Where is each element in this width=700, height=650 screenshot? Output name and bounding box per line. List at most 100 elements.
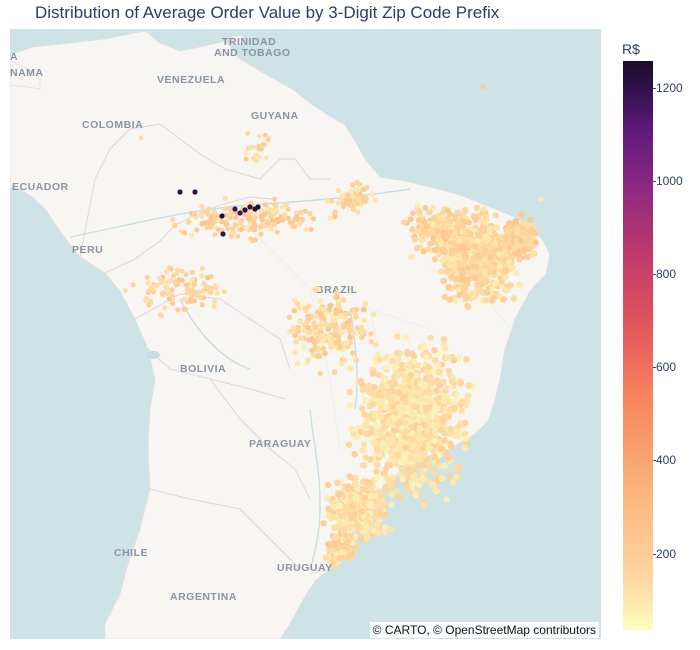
zip-point[interactable]: [345, 441, 353, 448]
zip-point[interactable]: [374, 446, 381, 454]
zip-point[interactable]: [222, 195, 228, 201]
zip-point[interactable]: [402, 398, 410, 406]
zip-point[interactable]: [391, 364, 399, 372]
zip-point[interactable]: [184, 289, 190, 295]
zip-point[interactable]: [338, 313, 345, 319]
zip-point[interactable]: [397, 370, 404, 377]
zip-point[interactable]: [233, 214, 239, 221]
zip-point[interactable]: [404, 408, 411, 415]
zip-point[interactable]: [302, 305, 309, 312]
zip-point[interactable]: [331, 369, 338, 376]
zip-point[interactable]: [440, 416, 447, 423]
zip-point[interactable]: [342, 506, 349, 513]
zip-point[interactable]: [393, 487, 401, 495]
zip-point[interactable]: [265, 137, 271, 142]
zip-point[interactable]: [399, 475, 406, 483]
zip-point[interactable]: [474, 252, 481, 259]
zip-point[interactable]: [294, 360, 301, 367]
zip-point[interactable]: [305, 356, 312, 363]
zip-point[interactable]: [372, 197, 378, 203]
zip-point[interactable]: [462, 435, 469, 443]
zip-point[interactable]: [312, 344, 319, 351]
zip-point[interactable]: [454, 221, 461, 228]
zip-point[interactable]: [502, 233, 509, 241]
zip-point[interactable]: [401, 419, 408, 427]
zip-point[interactable]: [394, 333, 401, 340]
zip-point[interactable]: [372, 511, 380, 519]
zip-point[interactable]: [168, 277, 174, 283]
zip-point[interactable]: [339, 329, 345, 336]
zip-point[interactable]: [211, 209, 217, 215]
zip-point[interactable]: [279, 204, 285, 210]
zip-point[interactable]: [426, 390, 433, 397]
zip-point[interactable]: [431, 347, 438, 354]
zip-point[interactable]: [449, 479, 457, 486]
zip-point[interactable]: [468, 237, 476, 244]
zip-point[interactable]: [340, 324, 347, 330]
zip-point[interactable]: [319, 332, 326, 339]
zip-point[interactable]: [286, 314, 293, 321]
zip-point[interactable]: [158, 312, 164, 318]
zip-point[interactable]: [292, 349, 299, 356]
zip-point[interactable]: [353, 434, 360, 441]
zip-point[interactable]: [325, 505, 332, 513]
zip-point[interactable]: [338, 360, 345, 367]
zip-point[interactable]: [374, 461, 381, 468]
zip-point[interactable]: [179, 268, 185, 274]
zip-point[interactable]: [143, 297, 149, 303]
zip-point[interactable]: [412, 393, 420, 400]
zip-point[interactable]: [168, 266, 174, 272]
zip-point[interactable]: [404, 348, 411, 356]
zip-point[interactable]: [252, 214, 258, 221]
zip-point[interactable]: [514, 250, 521, 257]
zip-point[interactable]: [174, 270, 180, 276]
zip-point[interactable]: [388, 526, 395, 533]
zip-point[interactable]: [372, 493, 379, 500]
zip-point[interactable]: [416, 388, 423, 396]
zip-point[interactable]: [335, 200, 341, 206]
zip-point[interactable]: [529, 234, 536, 241]
zip-point[interactable]: [451, 405, 458, 412]
zip-point[interactable]: [378, 382, 385, 390]
zip-point[interactable]: [410, 358, 417, 365]
zip-point[interactable]: [247, 204, 253, 210]
zip-point[interactable]: [335, 301, 342, 307]
zip-point[interactable]: [186, 219, 192, 225]
zip-point[interactable]: [416, 425, 424, 432]
zip-point[interactable]: [414, 202, 421, 209]
zip-point[interactable]: [190, 277, 196, 283]
zip-point[interactable]: [354, 180, 360, 186]
zip-point[interactable]: [413, 372, 420, 379]
zip-point[interactable]: [440, 336, 448, 343]
zip-point[interactable]: [324, 481, 332, 489]
zip-point[interactable]: [402, 334, 410, 341]
zip-point[interactable]: [346, 524, 353, 531]
zip-point[interactable]: [357, 428, 364, 436]
zip-point[interactable]: [382, 375, 390, 382]
zip-point[interactable]: [398, 361, 405, 369]
zip-point[interactable]: [538, 196, 544, 202]
zip-point[interactable]: [411, 236, 418, 243]
zip-point[interactable]: [456, 354, 463, 361]
zip-point[interactable]: [204, 275, 211, 281]
zip-point[interactable]: [408, 254, 415, 261]
zip-point[interactable]: [192, 189, 198, 195]
zip-prefix-points[interactable]: [122, 84, 544, 570]
zip-point[interactable]: [510, 295, 518, 302]
zip-point[interactable]: [343, 200, 349, 206]
zip-point[interactable]: [487, 254, 494, 261]
zip-point[interactable]: [374, 521, 381, 528]
zip-point[interactable]: [518, 211, 525, 218]
zip-point[interactable]: [258, 231, 264, 237]
zip-point[interactable]: [428, 421, 436, 429]
zip-point[interactable]: [444, 354, 451, 361]
zip-point[interactable]: [431, 357, 439, 364]
zip-point[interactable]: [389, 358, 396, 365]
zip-point[interactable]: [430, 398, 437, 406]
zip-point[interactable]: [437, 238, 444, 245]
zip-point[interactable]: [427, 240, 434, 247]
zip-point[interactable]: [361, 329, 368, 335]
zip-point[interactable]: [527, 216, 534, 223]
zip-point[interactable]: [433, 387, 440, 394]
zip-point[interactable]: [323, 495, 331, 502]
